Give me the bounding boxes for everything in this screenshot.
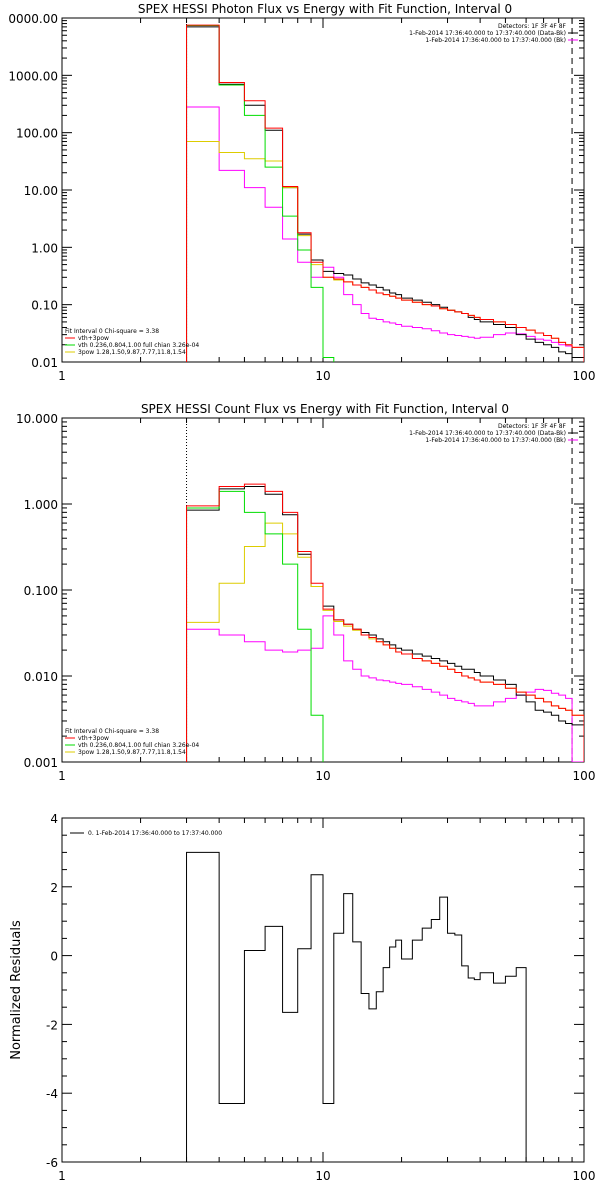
legend-bottom-left-text: vth+3pow (78, 735, 109, 742)
count-flux-panel: SPEX HESSI Count Flux vs Energy with Fit… (16, 402, 596, 783)
legend-top-right-text: Detectors: 1F 3F 4F 8F (498, 423, 567, 430)
x-tick-label: 100 (573, 1169, 596, 1183)
y-tick-label: 0.01 (31, 356, 58, 370)
y-tick-label: 10.00 (24, 184, 58, 198)
legend-bottom-left-text: Fit Interval 0 Chi-square = 3.38 (65, 728, 159, 735)
x-tick-label: 10 (315, 369, 330, 383)
series-vth-line (186, 25, 335, 362)
plot-area (186, 851, 536, 1162)
x-tick-label: 100 (573, 769, 596, 783)
legend-bottom-left-text: Fit Interval 0 Chi-square = 3.38 (65, 328, 159, 335)
x-tick-label: 1 (58, 369, 66, 383)
photon-flux-panel: SPEX HESSI Photon Flux vs Energy with Fi… (8, 2, 595, 383)
y-tick-label: 1.000 (24, 498, 58, 512)
legend-bottom-left-text: vth 0.236,0.804,1.00 full chian 3.26e-04 (78, 342, 199, 349)
legend-top-right-text: 1-Feb-2014 17:36:40.000 to 17:37:40.000 … (409, 430, 566, 437)
legend-top-right-text: 1-Feb-2014 17:36:40.000 to 17:37:40.000 … (425, 37, 566, 44)
x-tick-label: 1 (58, 769, 66, 783)
legend-top-right-text: 1-Feb-2014 17:36:40.000 to 17:37:40.000 … (409, 30, 566, 37)
legend-top-right-text: Detectors: 1F 3F 4F 8F (498, 23, 567, 30)
series-vth-3pow-line (186, 24, 584, 362)
y-tick-label: -6 (46, 1156, 58, 1170)
residuals-panel: Normalized Residuals 1 10 100 -6 -4 -2 0 2 4 0. 1… (9, 812, 595, 1183)
x-tick-label: 100 (573, 369, 596, 383)
series-data-bk-line (186, 485, 584, 762)
y-tick-label: 0 (50, 950, 58, 964)
x-tick-label: 10 (315, 1169, 330, 1183)
series-bk-line (186, 615, 584, 762)
series-vth-line (186, 490, 324, 762)
y-tick-label: 10.000 (16, 412, 58, 426)
y-tick-label: 1.00 (31, 241, 58, 255)
y-tick-label: 2 (50, 881, 58, 895)
y-tick-label: 1000.00 (8, 69, 58, 83)
legend-top-right-text: 1-Feb-2014 17:36:40.000 to 17:37:40.000 … (425, 437, 566, 444)
y-tick-label: 0.010 (24, 670, 58, 684)
x-tick-label: 10 (315, 769, 330, 783)
y-tick-label: 4 (50, 812, 58, 826)
plot-area (186, 418, 584, 762)
legend-bottom-left-text: 3pow 1.28,1.50,9.87,7.77,11.8,1.54 (78, 749, 186, 756)
y-tick-label: 0.10 (31, 299, 58, 313)
legend-bottom-left-text: vth 0.236,0.804,1.00 full chian 3.26e-04 (78, 742, 199, 749)
y-tick-label: 0000.00 (8, 12, 58, 26)
chart-title: SPEX HESSI Count Flux vs Energy with Fit… (141, 402, 509, 416)
series-3pow-line (186, 141, 584, 362)
legend-bottom-left-text: 3pow 1.28,1.50,9.87,7.77,11.8,1.54 (78, 349, 186, 356)
series-0--line (186, 851, 536, 1162)
series-vth-3pow-line (186, 483, 584, 762)
chart-title: SPEX HESSI Photon Flux vs Energy with Fi… (138, 2, 512, 16)
plot-area (186, 18, 584, 362)
series-bk-line (186, 106, 584, 362)
y-tick-label: 0.001 (24, 756, 58, 770)
y-tick-label: 100.00 (16, 127, 58, 141)
y-tick-label: 0.100 (24, 584, 58, 598)
x-tick-label: 1 (58, 1169, 66, 1183)
legend-text: 0. 1-Feb-2014 17:36:40.000 to 17:37:40.0… (88, 830, 222, 837)
series-data-bk-line (186, 26, 584, 362)
series-3pow-line (186, 522, 584, 762)
y-axis-label: Normalized Residuals (9, 920, 24, 1060)
legend-bottom-left-text: vth+3pow (78, 335, 109, 342)
y-tick-label: -4 (46, 1087, 58, 1101)
y-tick-label: -2 (46, 1018, 58, 1032)
